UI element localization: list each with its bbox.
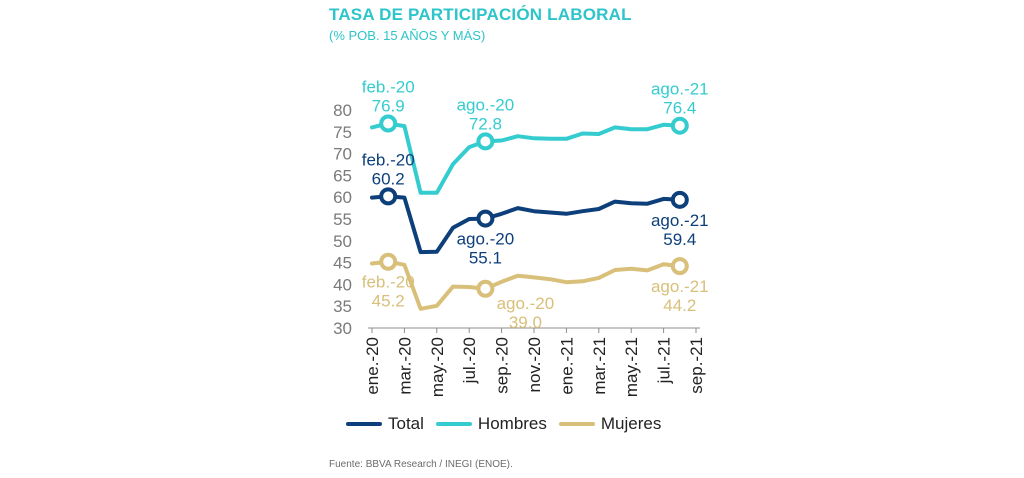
x-tick-label: sep.-21 xyxy=(687,337,706,394)
legend-item-mujeres: Mujeres xyxy=(558,414,662,434)
annotation-value: 39.0 xyxy=(509,313,542,332)
x-tick-label: jul.-21 xyxy=(655,337,674,384)
annotation-value: 76.9 xyxy=(372,97,405,116)
annotation-value: 44.2 xyxy=(663,296,696,315)
annotation-value: 59.4 xyxy=(663,230,696,249)
marker-hombres xyxy=(476,132,495,151)
y-tick-label: 70 xyxy=(333,145,352,164)
y-tick-label: 60 xyxy=(333,188,352,207)
chart-subtitle: (% POB. 15 AÑOS Y MÁS) xyxy=(329,28,486,43)
legend-item-hombres: Hombres xyxy=(435,414,547,434)
legend-label: Mujeres xyxy=(600,414,662,433)
annotation-date: ago.-21 xyxy=(651,211,709,230)
marker-hombres xyxy=(670,116,689,135)
legend-swatch xyxy=(346,422,382,426)
y-tick-label: 65 xyxy=(333,166,352,185)
x-tick-label: ene.-20 xyxy=(363,337,382,395)
marker-total xyxy=(476,209,495,228)
legend-swatch xyxy=(558,422,595,426)
source-note: Fuente: BBVA Research / INEGI (ENOE). xyxy=(329,459,513,470)
marker-total xyxy=(670,190,689,209)
series-line-hombres xyxy=(370,121,682,195)
legend: Total Hombres Mujeres xyxy=(346,412,673,436)
legend-label: Total xyxy=(388,414,424,433)
annotation-date: feb.-20 xyxy=(362,150,415,169)
annotation-value: 72.8 xyxy=(469,114,502,133)
chart-title: TASA DE PARTICIPACIÓN LABORAL xyxy=(329,5,632,24)
annotation-date: ago.-21 xyxy=(651,277,709,296)
marker-mujeres xyxy=(476,279,495,298)
x-tick-label: mar.-20 xyxy=(395,337,414,395)
y-tick-label: 40 xyxy=(333,275,352,294)
annotation-value: 76.4 xyxy=(663,99,696,118)
y-tick-label: 75 xyxy=(333,123,352,142)
y-tick-label: 55 xyxy=(333,210,352,229)
series-line-mujeres xyxy=(370,259,682,311)
y-tick-label: 35 xyxy=(333,297,352,316)
annotation-value: 45.2 xyxy=(372,292,405,311)
x-tick-label: ene.-21 xyxy=(557,337,576,395)
legend-item-total: Total xyxy=(346,414,424,434)
y-tick-label: 80 xyxy=(333,101,352,120)
x-tick-label: may.-20 xyxy=(428,337,447,397)
annotation-value: 55.1 xyxy=(469,249,502,268)
x-tick-label: may.-21 xyxy=(622,337,641,397)
annotation-value: 60.2 xyxy=(372,169,405,188)
x-tick-label: nov.-20 xyxy=(525,337,544,392)
marker-total xyxy=(379,187,398,206)
series-line-total xyxy=(370,194,682,255)
marker-mujeres xyxy=(670,257,689,276)
legend-label: Hombres xyxy=(477,414,547,433)
y-tick-label: 30 xyxy=(333,319,352,338)
y-tick-label: 50 xyxy=(333,232,352,251)
marker-mujeres xyxy=(379,252,398,271)
marker-hombres xyxy=(379,114,398,133)
y-tick-label: 45 xyxy=(333,254,352,273)
legend-swatch xyxy=(435,422,472,426)
x-tick-label: mar.-21 xyxy=(590,337,609,395)
annotation-date: ago.-21 xyxy=(651,80,709,99)
annotation-date: feb.-20 xyxy=(362,273,415,292)
annotation-date: ago.-20 xyxy=(497,294,555,313)
annotation-date: ago.-20 xyxy=(457,95,515,114)
x-tick-label: jul.-20 xyxy=(460,337,479,384)
x-tick-label: sep.-20 xyxy=(493,337,512,394)
annotation-date: ago.-20 xyxy=(457,230,515,249)
annotation-date: feb.-20 xyxy=(362,78,415,97)
